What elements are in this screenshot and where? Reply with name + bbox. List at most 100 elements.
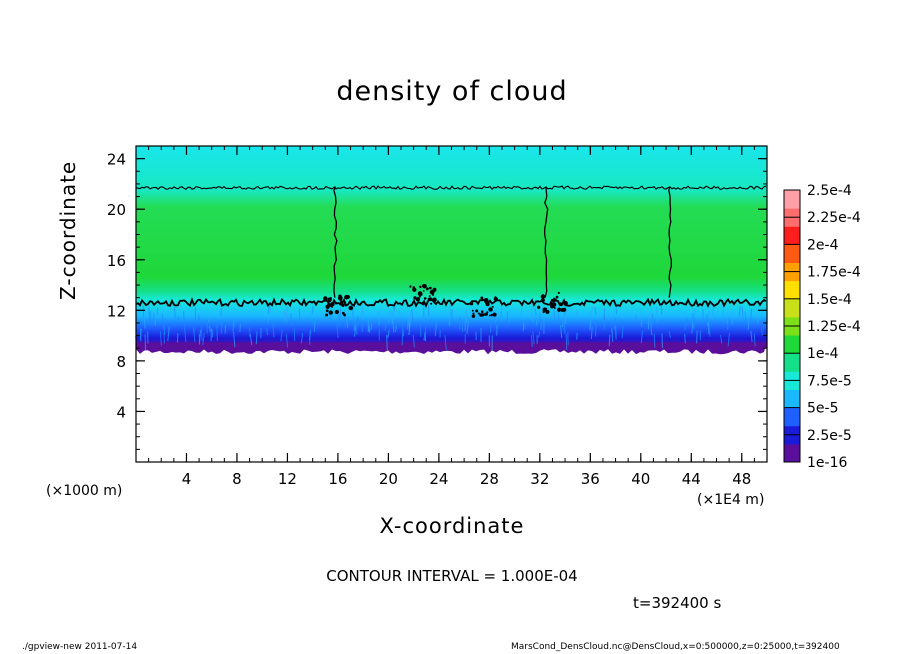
colorbar-swatch — [784, 298, 800, 318]
colorbar-label: 5e-5 — [807, 401, 838, 417]
texture-streak — [563, 309, 566, 322]
x-tick-label: 8 — [232, 470, 242, 488]
texture-streak — [693, 308, 697, 320]
x-tick-label: 12 — [278, 470, 297, 488]
contour-blob — [325, 313, 328, 317]
texture-streak — [744, 311, 747, 325]
contour-blob — [428, 295, 431, 297]
texture-streak — [409, 311, 411, 328]
texture-streak — [394, 325, 398, 332]
texture-streak — [386, 334, 388, 350]
texture-streak — [200, 325, 203, 341]
contour-blob — [334, 309, 339, 315]
contour-blob — [412, 286, 416, 289]
x-tick-label: 16 — [328, 470, 347, 488]
chart-title: density of cloud — [336, 76, 568, 107]
texture-streak — [216, 325, 218, 341]
texture-streak — [651, 313, 654, 321]
x-unit-right: (×1E4 m) — [697, 492, 765, 508]
texture-streak — [750, 330, 753, 342]
texture-streak — [738, 307, 741, 317]
texture-streak — [184, 327, 187, 343]
contour-blob — [330, 301, 335, 307]
texture-streak — [370, 323, 373, 331]
texture-streak — [267, 305, 270, 314]
texture-streak — [557, 312, 560, 323]
contour-blob — [559, 302, 562, 305]
texture-streak — [653, 333, 656, 348]
texture-streak — [384, 322, 387, 331]
texture-streak — [534, 307, 537, 317]
texture-streak — [640, 330, 644, 344]
x-axis-label: X-coordinate — [379, 514, 525, 538]
texture-streak — [613, 317, 617, 330]
contour-interval-note: CONTOUR INTERVAL = 1.000E-04 — [326, 567, 578, 585]
time-label: t=392400 s — [633, 594, 722, 612]
texture-streak — [508, 310, 511, 323]
texture-streak — [285, 333, 289, 348]
texture-streak — [727, 332, 730, 347]
texture-streak — [398, 310, 401, 317]
texture-streak — [693, 317, 696, 329]
contour-blob — [494, 296, 497, 298]
contour-blob — [409, 285, 412, 288]
contour-blob — [421, 284, 426, 288]
texture-streak — [560, 324, 563, 339]
texture-streak — [531, 308, 534, 323]
contour-blob — [560, 303, 563, 307]
contour-blob — [480, 310, 484, 313]
y-tick-label: 16 — [107, 252, 126, 270]
texture-streak — [233, 331, 236, 348]
texture-streak — [621, 326, 624, 339]
texture-streak — [668, 330, 671, 339]
contour-blob — [491, 305, 494, 308]
downdraft-contour — [668, 186, 672, 298]
y-tick-label: 8 — [116, 353, 126, 371]
texture-streak — [392, 305, 395, 320]
colorbar-label: 2.5e-5 — [807, 428, 852, 444]
texture-streak — [691, 322, 694, 334]
contour-blob — [479, 313, 483, 317]
texture-streak — [532, 331, 535, 345]
contour-blob — [428, 286, 432, 290]
contour-blob — [493, 296, 498, 302]
x-tick-label: 40 — [631, 470, 650, 488]
contour-blob — [328, 310, 333, 315]
x-tick-label: 24 — [429, 470, 448, 488]
colorbar-label: 1.25e-4 — [807, 319, 861, 335]
y-tick-label: 12 — [107, 302, 126, 320]
texture-streak — [266, 328, 269, 336]
texture-streak — [656, 306, 658, 323]
texture-streak — [394, 319, 397, 329]
contour-blob — [422, 303, 425, 306]
texture-streak — [753, 333, 756, 347]
colorbar-swatch — [784, 335, 800, 354]
texture-streak — [650, 320, 653, 336]
texture-streak — [684, 334, 686, 344]
texture-streak — [706, 313, 709, 323]
contour-blob — [475, 309, 479, 313]
texture-streak — [711, 306, 715, 321]
texture-streak — [255, 331, 258, 345]
contour-blob — [327, 301, 330, 304]
texture-streak — [590, 326, 593, 340]
y-tick-label: 4 — [116, 403, 126, 421]
contour-blob — [542, 307, 547, 312]
texture-streak — [290, 312, 293, 326]
contour-blob — [550, 302, 555, 306]
texture-streak — [144, 334, 147, 351]
x-tick-label: 48 — [732, 470, 751, 488]
texture-streak — [154, 317, 157, 326]
contour-blob — [488, 314, 491, 317]
texture-streak — [353, 322, 356, 331]
texture-streak — [692, 313, 695, 329]
texture-streak — [448, 311, 451, 327]
contour-blob — [557, 291, 560, 295]
contour-line — [135, 297, 767, 309]
contour-blob — [334, 301, 338, 305]
texture-streak — [269, 305, 271, 314]
texture-streak — [239, 323, 241, 333]
contour-blob — [485, 302, 490, 307]
texture-streak — [391, 311, 393, 324]
texture-streak — [183, 311, 185, 327]
